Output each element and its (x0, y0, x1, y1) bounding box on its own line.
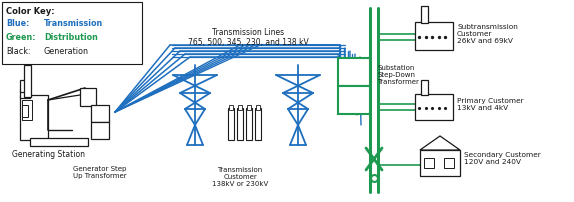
Bar (256, 105, 260, 110)
Text: Transmission Lines
765, 500, 345, 230, and 138 kV: Transmission Lines 765, 500, 345, 230, a… (188, 28, 308, 47)
Bar (421, 80, 428, 95)
Bar (229, 105, 233, 110)
Text: Transmission
Customer
138kV or 230kV: Transmission Customer 138kV or 230kV (212, 167, 268, 187)
Bar (237, 108, 243, 140)
Bar (415, 94, 453, 120)
Bar (338, 86, 370, 114)
Bar (444, 158, 454, 168)
Bar (338, 58, 370, 86)
Bar (22, 100, 32, 120)
Bar (30, 138, 88, 146)
Text: Black:: Black: (6, 47, 30, 56)
Bar (20, 90, 30, 98)
Bar (22, 105, 28, 117)
Bar (80, 88, 96, 106)
Bar (238, 105, 242, 110)
Text: Generation: Generation (44, 47, 89, 56)
Text: Primary Customer
13kV and 4kV: Primary Customer 13kV and 4kV (457, 98, 523, 111)
Text: Substation
Step-Down
Transformer: Substation Step-Down Transformer (377, 65, 419, 85)
Bar (255, 108, 261, 140)
Text: Transmission: Transmission (44, 19, 103, 28)
Text: Blue:: Blue: (6, 19, 29, 28)
Text: Color Key:: Color Key: (6, 7, 55, 16)
Bar (24, 65, 31, 97)
Bar (247, 105, 251, 110)
Bar (228, 108, 234, 140)
Bar (420, 150, 460, 176)
Bar (91, 105, 109, 122)
Bar (246, 108, 252, 140)
Text: Distribution: Distribution (44, 33, 98, 42)
Text: Green:: Green: (6, 33, 37, 42)
Text: Subtransmission
Customer
26kV and 69kV: Subtransmission Customer 26kV and 69kV (457, 24, 518, 44)
Bar (421, 6, 428, 23)
Polygon shape (420, 136, 460, 150)
Bar (20, 95, 48, 140)
Text: Generating Station: Generating Station (11, 150, 84, 159)
Bar (91, 122, 109, 139)
Text: Generator Step
Up Transformer: Generator Step Up Transformer (73, 166, 127, 179)
Bar (424, 158, 434, 168)
Bar (415, 22, 453, 50)
Text: Secondary Customer
120V and 240V: Secondary Customer 120V and 240V (464, 152, 541, 165)
Bar (20, 80, 28, 92)
Bar (2, 2, 142, 64)
